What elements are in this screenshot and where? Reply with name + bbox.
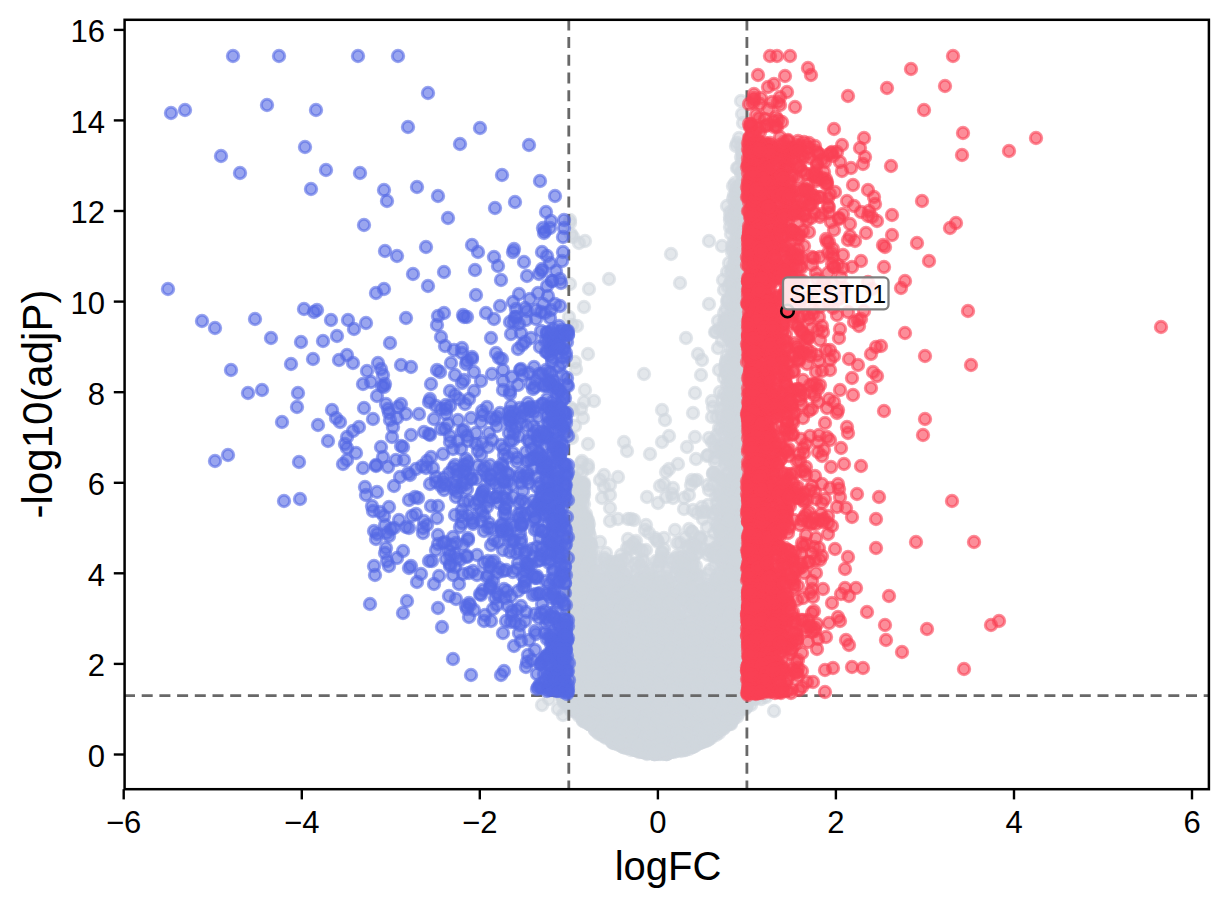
- svg-text:6: 6: [1183, 805, 1200, 840]
- svg-text:0: 0: [649, 805, 666, 840]
- svg-text:2: 2: [88, 648, 105, 683]
- svg-text:10: 10: [71, 286, 105, 321]
- svg-text:SESTD1: SESTD1: [789, 280, 886, 308]
- svg-text:6: 6: [88, 467, 105, 502]
- svg-text:8: 8: [88, 377, 105, 412]
- svg-text:4: 4: [88, 558, 105, 593]
- svg-text:-log10(adjP): -log10(adjP): [14, 290, 61, 519]
- svg-text:12: 12: [71, 195, 105, 230]
- svg-text:−6: −6: [106, 805, 141, 840]
- svg-text:−2: −2: [462, 805, 497, 840]
- svg-text:−4: −4: [284, 805, 319, 840]
- svg-text:4: 4: [1005, 805, 1022, 840]
- svg-text:0: 0: [88, 739, 105, 774]
- svg-text:2: 2: [827, 805, 844, 840]
- svg-text:14: 14: [71, 105, 105, 140]
- svg-text:16: 16: [71, 14, 105, 49]
- svg-text:logFC: logFC: [615, 844, 722, 888]
